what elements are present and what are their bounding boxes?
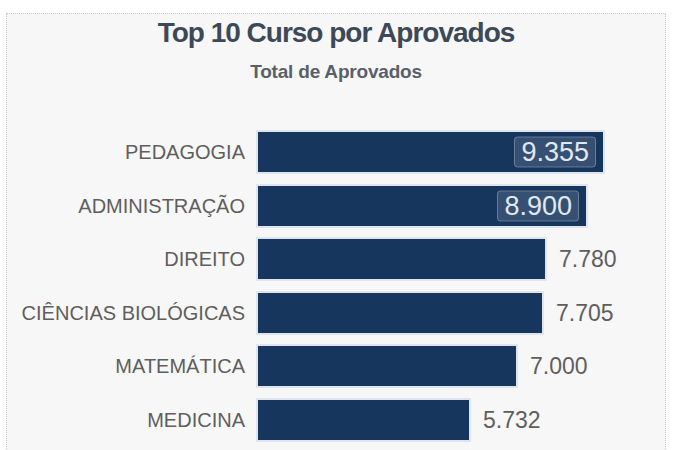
value-label: 7.000 <box>530 346 588 386</box>
bar[interactable] <box>258 239 545 279</box>
category-label: PEDAGOGIA <box>7 132 245 172</box>
bar-row: MATEMÁTICA 7.000 <box>7 346 665 386</box>
value-label: 7.780 <box>559 239 617 279</box>
bar-row: CIÊNCIAS BIOLÓGICAS 7.705 <box>7 293 665 333</box>
bar[interactable] <box>258 293 542 333</box>
value-label: 8.900 <box>497 191 579 222</box>
bar[interactable]: 9.355 <box>258 132 603 172</box>
bar-row: PEDAGOGIA 9.355 <box>7 132 665 172</box>
bar-row: DIREITO 7.780 <box>7 239 665 279</box>
bar-row: MEDICINA 5.732 <box>7 400 665 440</box>
category-label: MATEMÁTICA <box>7 346 245 386</box>
bar[interactable]: 8.900 <box>258 186 586 226</box>
bar[interactable] <box>258 400 469 440</box>
value-label: 7.705 <box>556 293 614 333</box>
value-label: 9.355 <box>514 137 596 168</box>
category-label: DIREITO <box>7 239 245 279</box>
category-label: MEDICINA <box>7 400 245 440</box>
category-label: CIÊNCIAS BIOLÓGICAS <box>7 293 245 333</box>
bar-row: ADMINISTRAÇÃO 8.900 <box>7 186 665 226</box>
chart-container: Top 10 Curso por Aprovados Total de Apro… <box>6 13 666 450</box>
bar-chart: PEDAGOGIA 9.355 ADMINISTRAÇÃO 8.900 DIREITO 7… <box>7 14 665 450</box>
category-label: ADMINISTRAÇÃO <box>7 186 245 226</box>
bar[interactable] <box>258 346 516 386</box>
value-label: 5.732 <box>483 400 541 440</box>
